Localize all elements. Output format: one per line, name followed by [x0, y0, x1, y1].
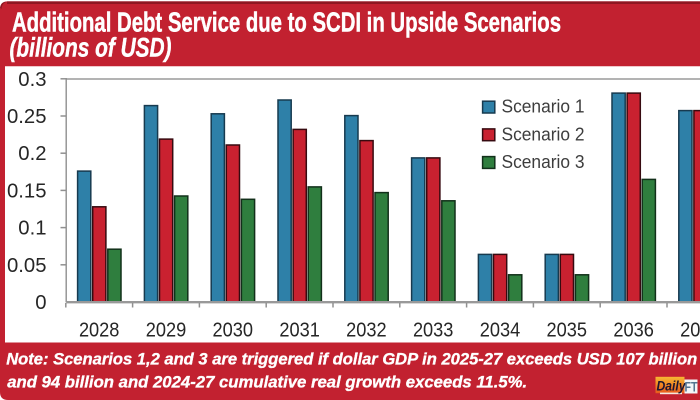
- svg-text:Scenario 1: Scenario 1: [502, 96, 585, 117]
- svg-text:2033: 2033: [413, 319, 454, 341]
- svg-text:Daily: Daily: [657, 379, 687, 394]
- svg-text:Scenario 2: Scenario 2: [502, 123, 585, 144]
- svg-text:0.1: 0.1: [18, 218, 46, 240]
- svg-text:2037: 2037: [680, 319, 700, 341]
- svg-text:2034: 2034: [480, 319, 521, 341]
- svg-text:0.15: 0.15: [7, 180, 46, 202]
- svg-text:0.05: 0.05: [7, 255, 46, 277]
- svg-text:2035: 2035: [547, 319, 588, 341]
- svg-text:0: 0: [35, 292, 46, 314]
- svg-text:Additional Debt Service due to: Additional Debt Service due to SCDI in U…: [12, 6, 561, 37]
- svg-text:2028: 2028: [79, 319, 120, 341]
- svg-text:(billions of USD): (billions of USD): [10, 32, 172, 62]
- svg-text:0.3: 0.3: [18, 69, 46, 91]
- svg-text:FT: FT: [685, 380, 699, 395]
- svg-text:0.25: 0.25: [7, 106, 46, 128]
- svg-text:0.2: 0.2: [18, 143, 46, 165]
- svg-text:2032: 2032: [346, 319, 387, 341]
- svg-text:2031: 2031: [279, 319, 320, 341]
- svg-text:2036: 2036: [613, 319, 654, 341]
- svg-text:2030: 2030: [213, 319, 254, 341]
- svg-text:Scenario 3: Scenario 3: [502, 151, 585, 172]
- svg-text:2029: 2029: [146, 319, 187, 341]
- svg-text:and 94 billion and 2024-27 cum: and 94 billion and 2024-27 cumulative re…: [7, 373, 527, 392]
- svg-text:Note: Scenarios 1,2 and 3 are: Note: Scenarios 1,2 and 3 are triggered …: [6, 350, 697, 369]
